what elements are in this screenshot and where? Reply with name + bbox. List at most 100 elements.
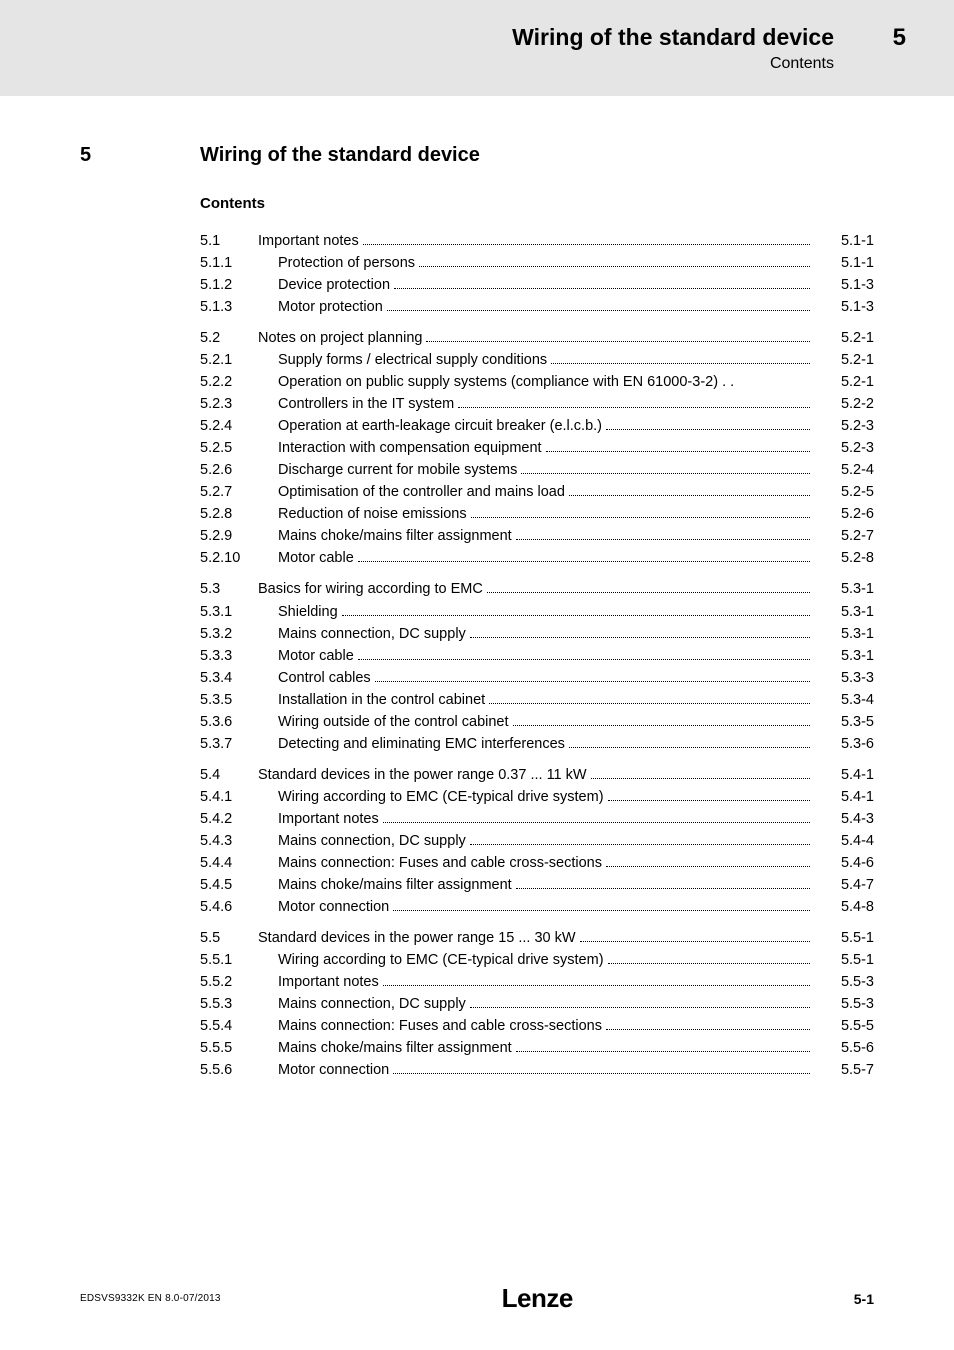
toc-number: 5.1.1 [200, 252, 278, 274]
toc-title: Controllers in the IT system [278, 393, 454, 415]
toc-number: 5.5.1 [200, 949, 278, 971]
toc-number: 5.5.4 [200, 1015, 278, 1037]
toc-number: 5.5.3 [200, 993, 278, 1015]
toc-page: 5.1-3 [814, 274, 874, 296]
toc-page: 5.4-4 [814, 830, 874, 852]
toc-number: 5.4.5 [200, 874, 278, 896]
toc-entry-l2: 5.1.3Motor protection5.1-3 [200, 296, 874, 318]
toc-entry-l2: 5.2.4Operation at earth-leakage circuit … [200, 415, 874, 437]
toc-entry-l2: 5.3.3Motor cable 5.3-1 [200, 645, 874, 667]
toc-page: 5.4-6 [814, 852, 874, 874]
toc-section: 5.4Standard devices in the power range 0… [200, 764, 874, 918]
footer-page-number: 5-1 [854, 1291, 874, 1307]
toc-leader [546, 451, 810, 452]
toc-entry-l1: 5.3Basics for wiring according to EMC5.3… [200, 578, 874, 600]
toc-title: Mains choke/mains filter assignment [278, 874, 512, 896]
toc-number: 5.3 [200, 578, 258, 600]
toc-entry-l1: 5.5Standard devices in the power range 1… [200, 927, 874, 949]
toc-entry-l2: 5.3.2Mains connection, DC supply5.3-1 [200, 623, 874, 645]
toc-entry-l2: 5.4.6Motor connection5.4-8 [200, 896, 874, 918]
chapter-heading: 5 Wiring of the standard device [80, 144, 874, 167]
toc-page: 5.5-1 [814, 949, 874, 971]
toc-section: 5.3Basics for wiring according to EMC5.3… [200, 578, 874, 754]
toc-title: Wiring according to EMC (CE-typical driv… [278, 786, 604, 808]
toc-page: 5.2-1 [814, 327, 874, 349]
header-chapter-number: 5 [893, 24, 906, 52]
toc-number: 5.2.9 [200, 525, 278, 547]
toc-page: 5.4-8 [814, 896, 874, 918]
chapter-number: 5 [80, 144, 200, 167]
toc-entry-l2: 5.4.3Mains connection, DC supply5.4-4 [200, 830, 874, 852]
toc-number: 5.2.7 [200, 481, 278, 503]
toc-title: Mains connection: Fuses and cable cross-… [278, 852, 602, 874]
toc-number: 5.4.6 [200, 896, 278, 918]
toc-leader [363, 244, 810, 245]
toc-page: 5.4-1 [814, 764, 874, 786]
toc-number: 5.3.2 [200, 623, 278, 645]
toc-leader [387, 310, 810, 311]
toc-leader [394, 288, 810, 289]
toc-entry-l2: 5.3.7Detecting and eliminating EMC inter… [200, 733, 874, 755]
contents-label: Contents [200, 195, 874, 212]
toc-number: 5.2.4 [200, 415, 278, 437]
toc-entry-l2: 5.3.4Control cables5.3-3 [200, 667, 874, 689]
toc-title: Detecting and eliminating EMC interferen… [278, 733, 565, 755]
toc-title: Motor cable [278, 645, 354, 667]
toc-number: 5.1.3 [200, 296, 278, 318]
toc-number: 5.2.3 [200, 393, 278, 415]
toc-page: 5.2-8 [814, 547, 874, 569]
toc-title: Wiring according to EMC (CE-typical driv… [278, 949, 604, 971]
toc-leader [569, 495, 810, 496]
toc-title: Installation in the control cabinet [278, 689, 485, 711]
toc-page: 5.3-1 [814, 578, 874, 600]
toc-leader [358, 561, 810, 562]
toc-entry-l2: 5.3.6Wiring outside of the control cabin… [200, 711, 874, 733]
toc-entry-l1: 5.4Standard devices in the power range 0… [200, 764, 874, 786]
toc-entry-l2: 5.2.8Reduction of noise emissions5.2-6 [200, 503, 874, 525]
toc-number: 5.2.10 [200, 547, 278, 569]
toc-page: 5.3-6 [814, 733, 874, 755]
toc-title: Reduction of noise emissions [278, 503, 467, 525]
toc-section: 5.2Notes on project planning5.2-15.2.1Su… [200, 327, 874, 569]
toc-page: 5.3-1 [814, 645, 874, 667]
footer: EDSVS9332K EN 8.0-07/2013 Lenze 5-1 [0, 1283, 954, 1314]
toc-entry-l2: 5.1.1Protection of persons5.1-1 [200, 252, 874, 274]
toc-leader [375, 681, 810, 682]
toc-entry-l2: 5.3.5Installation in the control cabinet… [200, 689, 874, 711]
header-subtitle: Contents [512, 55, 834, 73]
toc-number: 5.2 [200, 327, 258, 349]
toc-page: 5.2-5 [814, 481, 874, 503]
toc-page: 5.5-1 [814, 927, 874, 949]
table-of-contents: 5.1Important notes5.1-15.1.1Protection o… [200, 230, 874, 1081]
footer-logo: Lenze [502, 1283, 573, 1314]
toc-number: 5.4.3 [200, 830, 278, 852]
toc-title: Mains connection, DC supply [278, 623, 466, 645]
toc-number: 5.4.2 [200, 808, 278, 830]
toc-leader [521, 473, 810, 474]
toc-title: Wiring outside of the control cabinet [278, 711, 509, 733]
toc-number: 5.3.7 [200, 733, 278, 755]
toc-leader [383, 985, 810, 986]
toc-leader [470, 844, 810, 845]
toc-title: Optimisation of the controller and mains… [278, 481, 565, 503]
toc-title: Standard devices in the power range 15 .… [258, 927, 576, 949]
toc-title: Important notes [278, 971, 379, 993]
toc-page: 5.3-5 [814, 711, 874, 733]
toc-page: 5.5-6 [814, 1037, 874, 1059]
toc-entry-l2: 5.4.1Wiring according to EMC (CE-typical… [200, 786, 874, 808]
toc-page: 5.3-4 [814, 689, 874, 711]
chapter-title: Wiring of the standard device [200, 144, 480, 167]
toc-page: 5.1-1 [814, 252, 874, 274]
toc-entry-l2: 5.5.1Wiring according to EMC (CE-typical… [200, 949, 874, 971]
toc-leader [419, 266, 810, 267]
toc-number: 5.3.3 [200, 645, 278, 667]
toc-entry-l2: 5.2.5Interaction with compensation equip… [200, 437, 874, 459]
toc-leader [458, 407, 810, 408]
toc-page: 5.2-4 [814, 459, 874, 481]
toc-page: 5.2-7 [814, 525, 874, 547]
toc-number: 5.2.5 [200, 437, 278, 459]
toc-leader [393, 910, 810, 911]
toc-title: Notes on project planning [258, 327, 422, 349]
toc-entry-l2: 5.2.3Controllers in the IT system5.2-2 [200, 393, 874, 415]
toc-page: 5.1-3 [814, 296, 874, 318]
